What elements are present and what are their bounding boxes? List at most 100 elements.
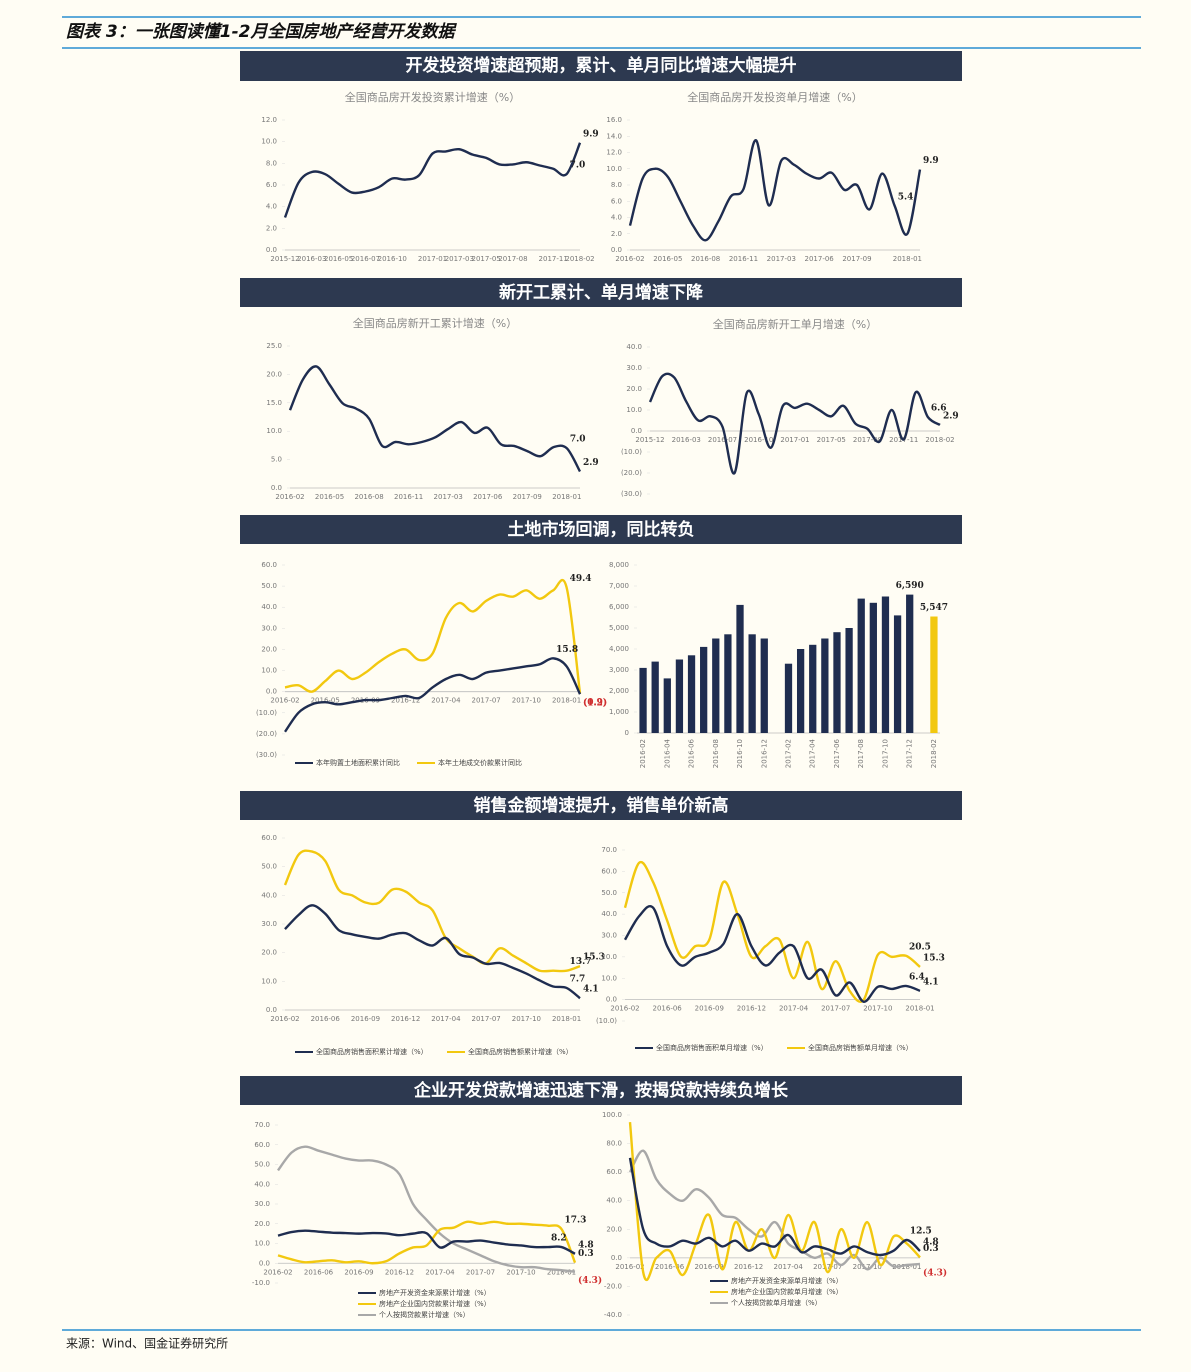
x-tick-label: 2016-10 [736, 739, 744, 768]
y-tick-label: 100.0 [602, 1111, 622, 1119]
bar [869, 602, 877, 733]
x-tick-label: 2016-03 [297, 255, 326, 263]
y-tick-label: (30.0) [621, 490, 642, 498]
bar [687, 655, 696, 733]
x-tick-label: 2016-12 [734, 1263, 763, 1271]
y-tick-label: 4.0 [266, 203, 277, 211]
y-tick-label: 5,000 [609, 624, 629, 632]
value-label: 4.1 [583, 985, 599, 995]
y-tick-label: 20.0 [261, 645, 277, 653]
y-tick-label: 8.0 [266, 159, 277, 167]
value-label: 17.3 [565, 1216, 587, 1226]
value-label: 0.3 [578, 1249, 594, 1259]
section-title: 土地市场回调，同比转负 [508, 519, 695, 540]
x-tick-label: 2017-10 [512, 697, 541, 705]
value-label: 6.4 [909, 972, 925, 982]
y-tick-label: 10.0 [601, 974, 617, 982]
bar [736, 604, 744, 733]
x-tick-label: 2016-06 [311, 1015, 341, 1023]
y-tick-label: 40.0 [626, 343, 642, 351]
bar [639, 667, 647, 733]
value-label: 15.3 [583, 953, 605, 963]
section-banner [240, 791, 962, 820]
line-series [628, 1157, 921, 1257]
y-tick-label: 2.0 [611, 230, 622, 238]
x-tick-label: 2017-07 [472, 697, 501, 705]
x-tick-label: 2018-01 [892, 1263, 921, 1271]
line-series [648, 372, 941, 475]
x-tick-label: 2017-04 [431, 1015, 461, 1023]
y-tick-label: 5.0 [271, 456, 282, 464]
x-tick-label: 2017-01 [418, 255, 447, 263]
y-tick-label: 60.0 [261, 561, 277, 569]
bar [651, 661, 659, 733]
line-series [284, 904, 581, 1000]
y-tick-label: 0.0 [266, 688, 277, 696]
x-tick-label: 2017-10 [881, 739, 889, 768]
bar [845, 628, 853, 733]
y-tick-label: 60.0 [261, 834, 277, 842]
y-tick-label: 0.0 [266, 246, 277, 254]
chart: (30.0) (20.0) (10.0) 0.0 10.0 20.0 30.0 40.0 50.… [256, 561, 607, 767]
section-title: 开发投资增速超预期，累计、单月同比增速大幅提升 [406, 55, 797, 76]
x-tick-label: 2016-05 [311, 697, 340, 705]
y-tick-label: 0.0 [271, 484, 282, 492]
x-tick-label: 2017-08 [853, 436, 882, 444]
value-label: 0.3 [923, 1244, 939, 1254]
line-series [283, 849, 581, 973]
x-tick-label: 2016-06 [304, 1268, 334, 1276]
bar [760, 638, 768, 733]
x-tick-label: 2016-07 [708, 436, 737, 444]
section-banner [240, 278, 962, 307]
chart: 0.0 10.0 20.0 30.0 40.0 50.0 60.0 2016-02 2016-0… [261, 834, 605, 1056]
x-tick-label: 2016-06 [688, 738, 696, 768]
x-tick-label: 2016-12 [385, 1268, 414, 1276]
x-tick-label: 2017-05 [472, 255, 501, 263]
value-label: 9.9 [583, 129, 599, 139]
bar [833, 632, 841, 733]
x-tick-label: 2017-10 [863, 1005, 892, 1013]
legend-label: 房地产企业国内贷款单月增速（%） [731, 1287, 843, 1296]
y-tick-label: (30.0) [256, 751, 277, 759]
x-tick-label: 2017-06 [805, 255, 835, 263]
section-banner [240, 1076, 962, 1105]
x-tick-label: 2016-02 [270, 697, 299, 705]
value-label: 6,590 [896, 581, 924, 591]
bar [893, 615, 902, 733]
header-title: 图表 3：一张图读懂1-2月全国房地产经营开发数据 [66, 22, 457, 42]
bar [809, 644, 817, 733]
y-tick-label: 70.0 [601, 846, 617, 854]
y-tick-label: 8,000 [609, 561, 629, 569]
x-tick-label: 2016-09 [351, 1015, 380, 1023]
x-tick-label: 2016-12 [391, 697, 420, 705]
y-tick-label: 3,000 [609, 666, 629, 674]
x-tick-label: 2017-02 [785, 739, 793, 768]
y-tick-label: 50.0 [254, 1161, 270, 1169]
x-tick-label: 2016-10 [744, 436, 773, 444]
x-tick-label: 2017-07 [466, 1268, 495, 1276]
y-tick-label: 40.0 [601, 910, 617, 918]
x-tick-label: 2016-08 [691, 255, 720, 263]
y-tick-label: 10.0 [261, 138, 277, 146]
x-tick-label: 2016-09 [695, 1005, 724, 1013]
x-tick-label: 2016-02 [275, 493, 304, 501]
x-tick-label: 2017-03 [434, 493, 463, 501]
x-tick-label: 2017-04 [779, 1005, 809, 1013]
line-series [628, 139, 922, 242]
y-tick-label: (10.0) [256, 709, 277, 717]
section-banner [240, 515, 962, 544]
x-tick-label: 2016-02 [610, 1005, 639, 1013]
value-label: 7.7 [570, 974, 586, 984]
value-label: 4.8 [923, 1238, 939, 1248]
x-tick-label: 2017-12 [906, 739, 914, 768]
x-tick-label: 2017-08 [857, 739, 865, 768]
chart: 全国商品房开发投资累计增速（%） 0.0 2.0 4.0 6.0 8.0 10.0 12.0 2… [261, 90, 598, 263]
value-label: 20.5 [909, 942, 931, 952]
y-tick-label: -40.0 [604, 1311, 622, 1319]
bar [724, 634, 732, 733]
value-label: 12.5 [910, 1227, 932, 1237]
y-tick-label: 30.0 [261, 920, 277, 928]
y-tick-label: 2.0 [266, 224, 277, 232]
x-tick-label: 2016-12 [737, 1005, 766, 1013]
bar [881, 596, 890, 733]
